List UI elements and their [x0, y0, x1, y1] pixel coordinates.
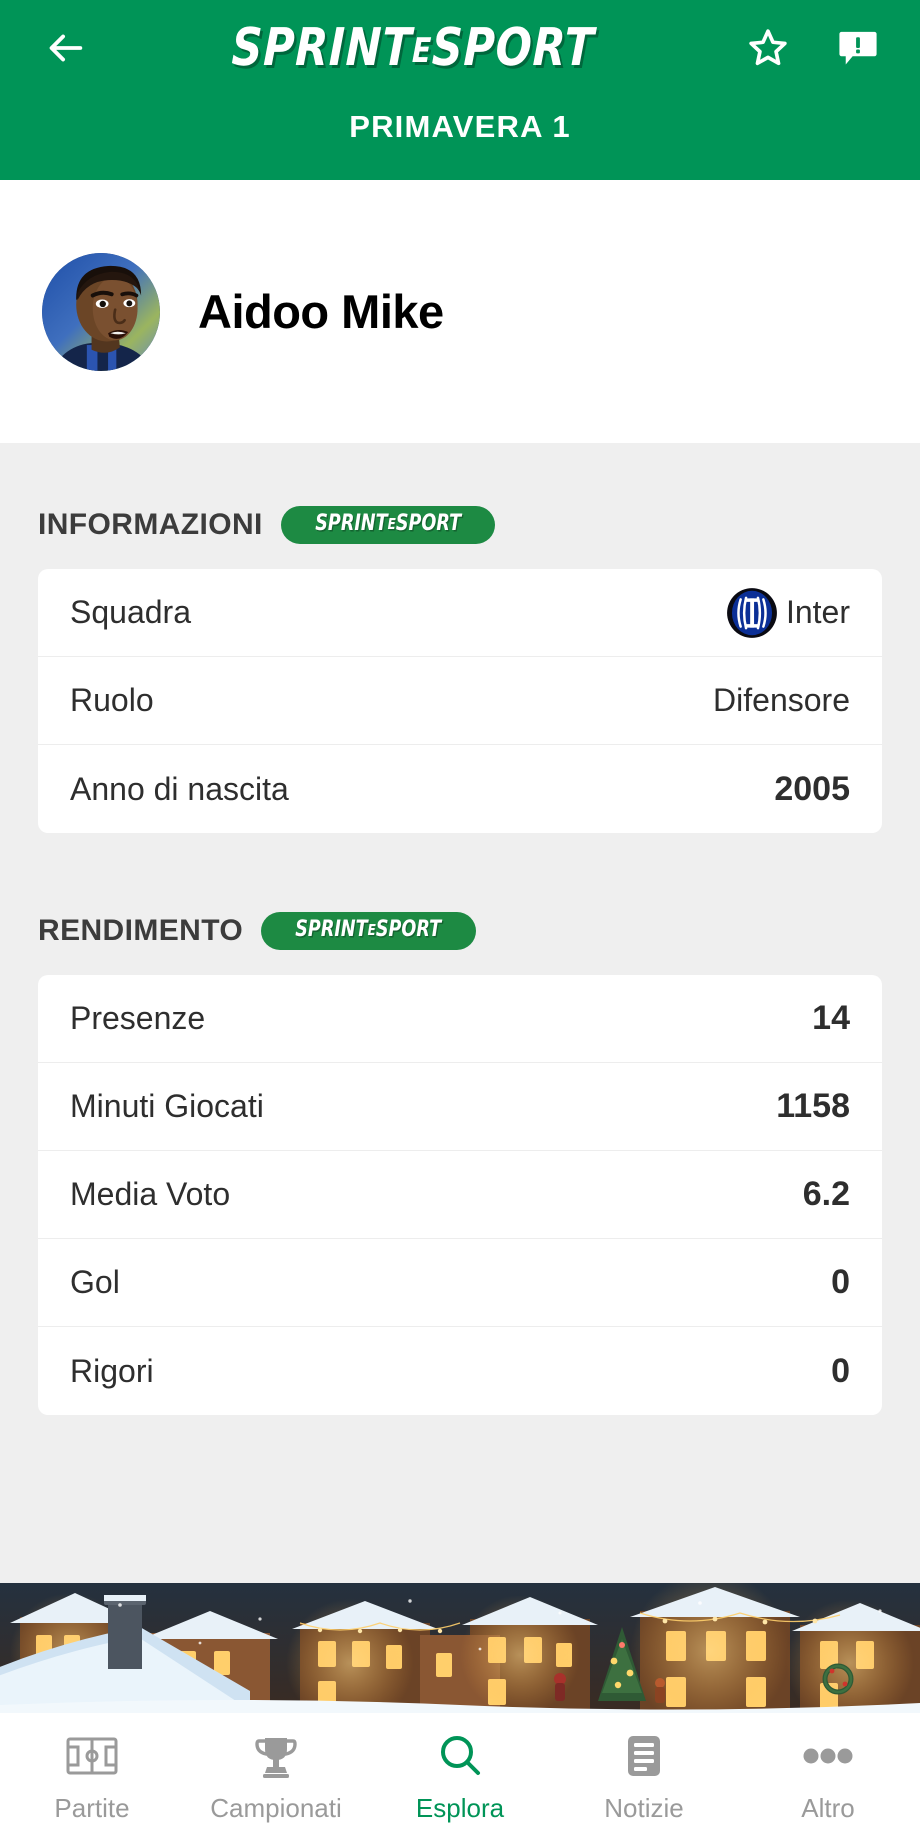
row-value-media-voto: 6.2	[802, 1175, 850, 1213]
table-row[interactable]: Gol 0	[38, 1239, 882, 1327]
row-label-ruolo: Ruolo	[70, 682, 154, 718]
rendimento-brand-badge: SPRINTESPORT	[261, 912, 476, 950]
page-title: Aidoo Mike	[198, 285, 444, 338]
player-avatar-image	[42, 252, 160, 371]
news-document-icon	[624, 1731, 664, 1781]
informazioni-section: INFORMAZIONI SPRINTESPORT Squadra	[0, 499, 920, 833]
table-row[interactable]: Presenze 14	[38, 975, 882, 1063]
badge-text-primary: SPRINT	[295, 917, 368, 942]
row-label-squadra: Squadra	[70, 594, 191, 630]
row-value-minuti: 1158	[776, 1087, 850, 1125]
informazioni-header: INFORMAZIONI SPRINTESPORT	[38, 499, 882, 551]
table-row[interactable]: Media Voto 6.2	[38, 1151, 882, 1239]
league-name: PRIMAVERA 1	[349, 109, 571, 144]
nav-item-altro[interactable]: Altro	[736, 1731, 920, 1824]
row-label-presenze: Presenze	[70, 1000, 206, 1036]
ad-banner[interactable]	[0, 1583, 920, 1713]
nav-label-partite: Partite	[54, 1793, 130, 1823]
report-bubble-icon	[839, 31, 877, 64]
nav-item-partite[interactable]: Partite	[0, 1731, 184, 1824]
row-label-rigori: Rigori	[70, 1352, 154, 1389]
row-value-text-squadra: Inter	[785, 594, 850, 630]
row-value-presenze: 14	[812, 999, 850, 1037]
brand-text-primary: SPRINT	[230, 17, 413, 78]
nav-item-campionati[interactable]: Campionati	[184, 1731, 368, 1824]
search-icon	[437, 1731, 483, 1781]
nav-label-altro: Altro	[801, 1793, 855, 1823]
badge-text-secondary: SPORT	[395, 511, 461, 536]
star-outline-icon	[749, 28, 787, 65]
nav-label-campionati: Campionati	[210, 1793, 342, 1823]
row-label-media-voto: Media Voto	[70, 1176, 231, 1212]
christmas-village-ad-image	[0, 1583, 920, 1713]
badge-ampersand: E	[387, 515, 396, 533]
league-bar: PRIMAVERA 1	[0, 95, 920, 180]
spacer-top	[0, 443, 920, 499]
row-value-squadra: Inter	[726, 587, 850, 639]
table-row[interactable]: Squadra	[38, 569, 882, 657]
arrow-left-icon	[49, 34, 83, 61]
nav-label-notizie: Notizie	[604, 1793, 684, 1823]
rendimento-section: RENDIMENTO SPRINTESPORT Presenze 14 Minu…	[0, 905, 920, 1415]
rendimento-header: RENDIMENTO SPRINTESPORT	[38, 905, 882, 957]
brand-logo: SPRINTESPORT	[86, 18, 740, 78]
table-row[interactable]: Rigori 0	[38, 1327, 882, 1415]
rendimento-title: RENDIMENTO	[38, 914, 244, 947]
badge-text-primary: SPRINT	[315, 511, 388, 536]
row-label-minuti: Minuti Giocati	[70, 1088, 264, 1124]
player-profile-header: Aidoo Mike	[0, 180, 920, 443]
rendimento-card: Presenze 14 Minuti Giocati 1158 Media Vo…	[38, 975, 882, 1415]
inter-crest-icon	[727, 587, 777, 638]
app-header: SPRINTESPORT PRIMAVE	[0, 0, 920, 180]
avatar	[42, 252, 160, 371]
row-label-anno: Anno di nascita	[70, 770, 289, 807]
row-value-anno: 2005	[774, 769, 850, 808]
report-button[interactable]	[830, 20, 886, 76]
table-row[interactable]: Anno di nascita 2005	[38, 745, 882, 833]
row-value-rigori: 0	[831, 1351, 850, 1390]
row-value-ruolo: Difensore	[713, 682, 850, 718]
row-label-gol: Gol	[70, 1264, 120, 1300]
bottom-navigation: Partite Campionati	[0, 1713, 920, 1846]
pitch-icon	[66, 1731, 118, 1781]
header-top-row: SPRINTESPORT	[0, 0, 920, 95]
brand-text-secondary: SPORT	[431, 17, 596, 78]
header-actions	[740, 20, 886, 76]
table-row[interactable]: Ruolo Difensore	[38, 657, 882, 745]
informazioni-title: INFORMAZIONI	[38, 508, 263, 541]
badge-text-secondary: SPORT	[375, 917, 442, 942]
nav-item-esplora[interactable]: Esplora	[368, 1731, 552, 1824]
favorite-button[interactable]	[740, 20, 796, 76]
trophy-icon	[252, 1731, 300, 1781]
more-dots-icon	[802, 1731, 854, 1781]
section-gap	[0, 833, 920, 905]
informazioni-card: Squadra	[38, 569, 882, 833]
row-value-gol: 0	[831, 1263, 850, 1301]
back-button[interactable]	[34, 17, 96, 79]
table-row[interactable]: Minuti Giocati 1158	[38, 1063, 882, 1151]
informazioni-brand-badge: SPRINTESPORT	[280, 506, 496, 544]
nav-label-esplora: Esplora	[415, 1793, 505, 1823]
nav-item-notizie[interactable]: Notizie	[552, 1731, 736, 1824]
badge-ampersand: E	[367, 921, 376, 939]
brand-ampersand: E	[411, 30, 433, 71]
